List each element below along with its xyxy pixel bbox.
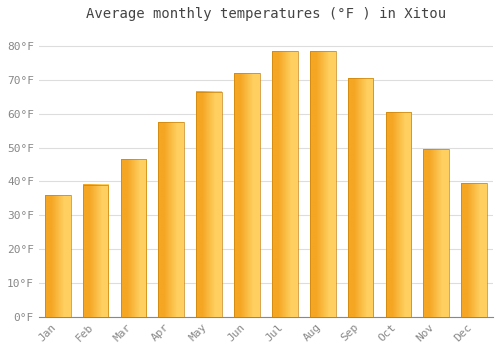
Bar [82, 185, 108, 317]
Title: Average monthly temperatures (°F ) in Xitou: Average monthly temperatures (°F ) in Xi… [86, 7, 446, 21]
Bar [196, 92, 222, 317]
Bar [234, 73, 260, 317]
Bar [272, 51, 297, 317]
Bar [348, 78, 374, 317]
Bar [45, 195, 70, 317]
Bar [424, 149, 449, 317]
Bar [158, 122, 184, 317]
Bar [386, 112, 411, 317]
Bar [462, 183, 487, 317]
Bar [310, 51, 336, 317]
Bar [120, 159, 146, 317]
